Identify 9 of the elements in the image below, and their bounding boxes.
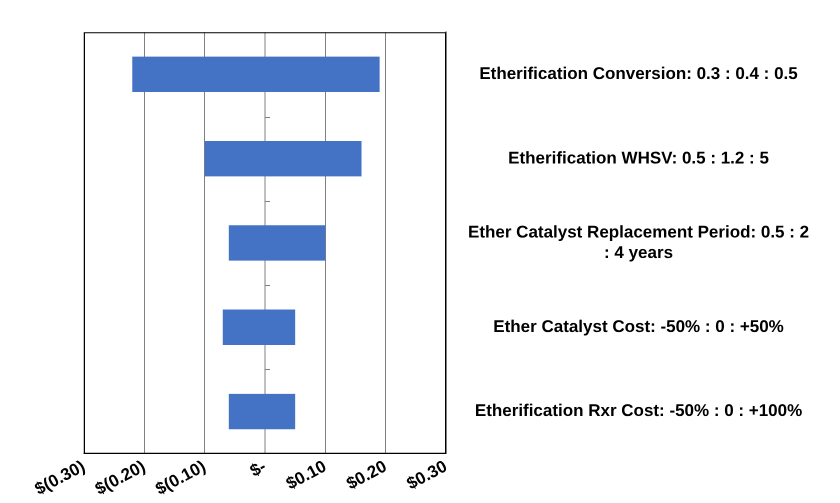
x-tick-label: $- <box>246 456 270 480</box>
y-tick-label: Etherification Rxr Cost: -50% : 0 : +100% <box>474 401 802 420</box>
y-tick-label: Ether Catalyst Replacement Period: 0.5 : 2 : 4 years <box>468 222 810 262</box>
y-tick-label: Ether Catalyst Cost: -50% : 0 : +50% <box>493 316 784 336</box>
x-tick-label: $0.30 <box>404 456 450 494</box>
y-tick-label: Etherification WHSV: 0.5 : 1.2 : 5 <box>508 148 769 168</box>
y-tick-label: Etherification Conversion: 0.3 : 0.4 : 0.5 <box>479 64 798 84</box>
x-tick-label: $0.10 <box>282 456 330 494</box>
x-tick-label: $0.20 <box>343 456 390 494</box>
